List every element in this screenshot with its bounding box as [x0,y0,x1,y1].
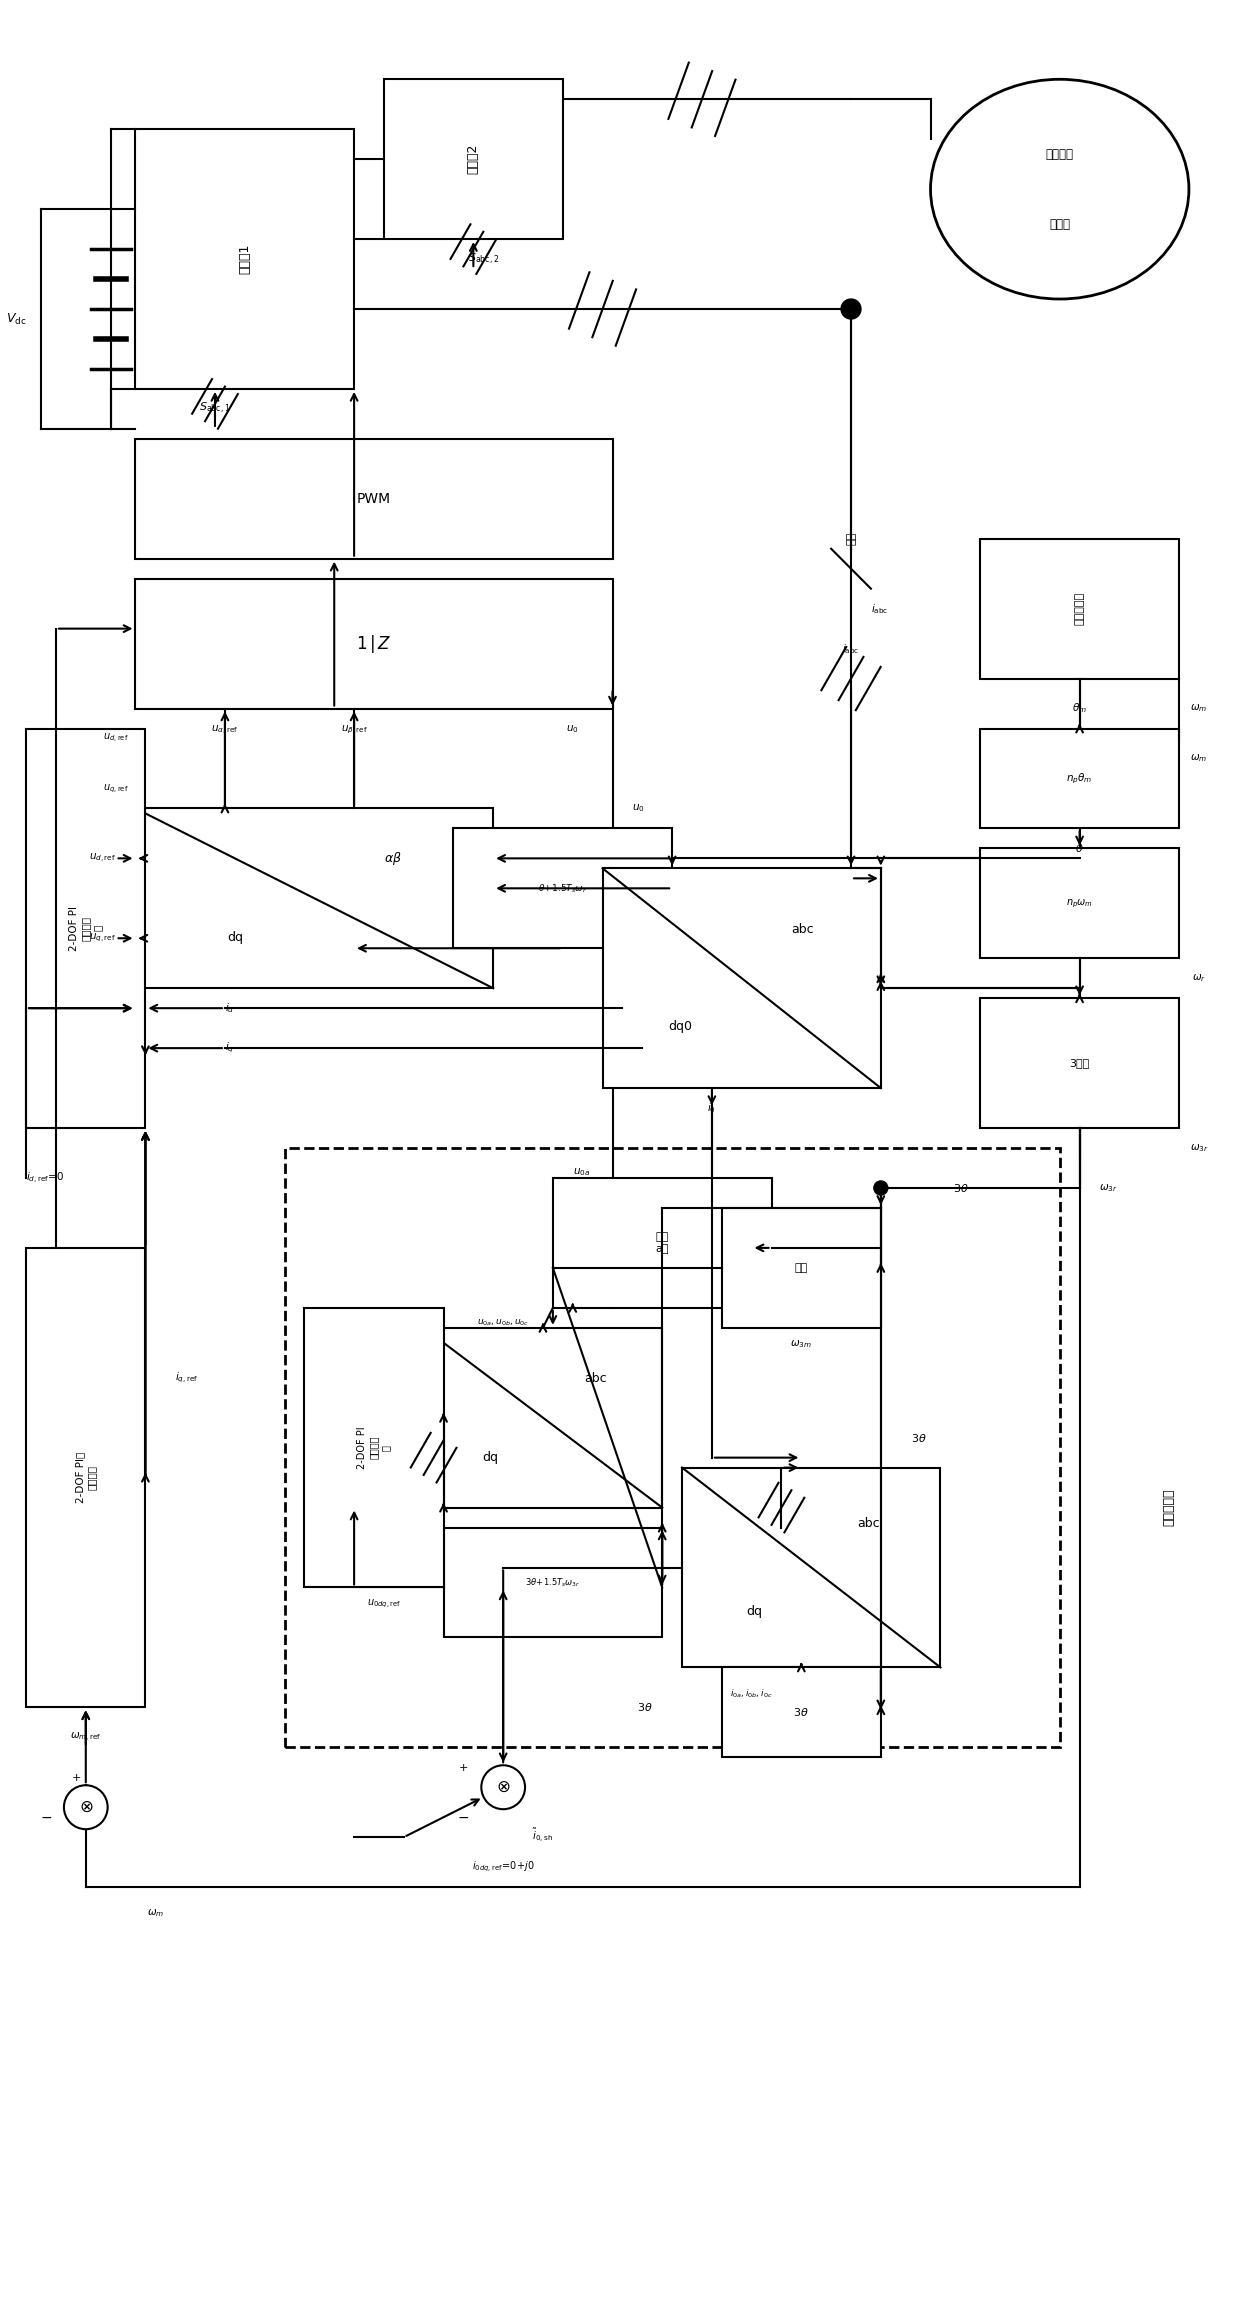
Text: 零轴控制器: 零轴控制器 [1163,1489,1176,1526]
Text: $u_{\alpha,\mathrm{ref}}$: $u_{\alpha,\mathrm{ref}}$ [211,722,238,736]
Text: $i_0$: $i_0$ [707,1101,717,1115]
Text: abc: abc [791,923,815,937]
Bar [135,129,355,390]
Text: $u_{0a},u_{0b},u_{0c}$: $u_{0a},u_{0b},u_{0c}$ [477,1318,529,1327]
Text: abc: abc [584,1371,606,1385]
Text: $u_{q,\mathrm{ref}}$: $u_{q,\mathrm{ref}}$ [103,782,129,794]
Bar [980,729,1179,829]
Text: $i_d$: $i_d$ [224,1002,234,1016]
Text: $3\theta$: $3\theta$ [910,1431,926,1445]
Text: 变流器1: 变流器1 [238,245,252,275]
Text: 采样: 采样 [846,533,856,545]
Text: $u_{\beta,\mathrm{ref}}$: $u_{\beta,\mathrm{ref}}$ [341,722,367,736]
Text: dq: dq [482,1452,498,1463]
Text: 滤波: 滤波 [795,1262,808,1274]
Text: $u_{0dq,\mathrm{ref}}$: $u_{0dq,\mathrm{ref}}$ [367,1597,401,1611]
Text: dq0: dq0 [668,1020,692,1034]
Text: $u_{d,\mathrm{ref}}$: $u_{d,\mathrm{ref}}$ [103,732,129,745]
Text: $1\,|\,Z$: $1\,|\,Z$ [356,632,392,655]
Text: 开绕组永: 开绕组永 [1045,148,1074,162]
Text: $+$: $+$ [459,1761,469,1773]
Text: $u_{d,\mathrm{ref}}$: $u_{d,\mathrm{ref}}$ [88,852,115,866]
Text: $i_{d,\mathrm{ref}}\!=\!0$: $i_{d,\mathrm{ref}}\!=\!0$ [26,1170,64,1186]
Text: 2-DOF PI
零轴控制
器: 2-DOF PI 零轴控制 器 [357,1426,391,1468]
Text: $3\theta$: $3\theta$ [636,1701,652,1713]
Text: $i_{\mathrm{abc}}$: $i_{\mathrm{abc}}$ [870,602,888,616]
Circle shape [874,1182,888,1196]
Circle shape [481,1766,525,1809]
Text: $\omega_{m,\mathrm{ref}}$: $\omega_{m,\mathrm{ref}}$ [69,1731,102,1745]
Bar [722,1666,880,1756]
Text: PWM: PWM [357,492,391,505]
Text: $\alpha\beta$: $\alpha\beta$ [384,849,402,868]
Text: $\omega_{3r}$: $\omega_{3r}$ [1189,1142,1208,1154]
Bar [135,808,494,988]
Bar [682,1468,940,1666]
Bar [980,997,1179,1129]
Text: $n_p\theta_m$: $n_p\theta_m$ [1066,771,1092,785]
Circle shape [64,1786,108,1830]
Text: $\otimes$: $\otimes$ [78,1798,93,1816]
Bar [135,579,613,709]
Text: abc: abc [857,1516,879,1530]
Bar [722,1207,880,1327]
Text: $3\theta$: $3\theta$ [952,1182,968,1193]
Bar [135,439,613,559]
Text: $\otimes$: $\otimes$ [496,1777,511,1796]
Bar [444,1528,662,1636]
Text: $i_{q,\mathrm{ref}}$: $i_{q,\mathrm{ref}}$ [175,1371,198,1385]
Text: 速度传感器: 速度传感器 [1075,593,1085,625]
Bar [454,829,672,949]
Bar [26,1249,145,1708]
Text: $\theta_m$: $\theta_m$ [1073,702,1087,715]
Text: 磁电机: 磁电机 [1049,217,1070,231]
Text: $S_{\mathrm{abc},2}$: $S_{\mathrm{abc},2}$ [467,252,498,268]
Text: $-$: $-$ [40,1809,52,1823]
Text: $V_{\mathrm{dc}}$: $V_{\mathrm{dc}}$ [6,312,26,325]
Text: $\theta\!+\!1.5T_s\omega_r$: $\theta\!+\!1.5T_s\omega_r$ [538,882,588,896]
Text: $i_q$: $i_q$ [224,1041,234,1055]
Bar [980,538,1179,679]
Text: $3\theta$: $3\theta$ [794,1706,810,1719]
Bar [553,1177,771,1309]
Text: $\theta$: $\theta$ [1075,842,1084,854]
Text: $\omega_m$: $\omega_m$ [1190,752,1208,764]
Circle shape [841,300,861,319]
Text: 3倍频: 3倍频 [1069,1057,1090,1069]
Text: 2-DOF PI速
度控制器: 2-DOF PI速 度控制器 [74,1452,97,1503]
Text: $3\theta\!+\!1.5T_s\omega_{3r}$: $3\theta\!+\!1.5T_s\omega_{3r}$ [526,1576,580,1588]
Text: dq: dq [228,932,243,944]
Text: 变流器2: 变流器2 [467,143,480,175]
Text: $i_{0dq,\mathrm{ref}}\!=\!0\!+\!j0$: $i_{0dq,\mathrm{ref}}\!=\!0\!+\!j0$ [471,1860,534,1874]
Ellipse shape [930,78,1189,300]
Text: $-$: $-$ [458,1809,470,1823]
Text: $u_{0a}$: $u_{0a}$ [573,1166,590,1177]
Text: $\omega_{3m}$: $\omega_{3m}$ [790,1339,812,1350]
Text: 2-DOF PI
电流控制
器: 2-DOF PI 电流控制 器 [69,905,103,951]
Text: $\tilde{i}_{0,\mathrm{sh}}$: $\tilde{i}_{0,\mathrm{sh}}$ [532,1828,553,1846]
Text: $u_{q,\mathrm{ref}}$: $u_{q,\mathrm{ref}}$ [88,932,115,944]
Text: $u_0$: $u_0$ [567,722,579,736]
Text: $i_{\mathrm{abc}}$: $i_{\mathrm{abc}}$ [842,642,859,655]
Bar [26,729,145,1129]
Text: $\omega_r$: $\omega_r$ [1192,972,1205,983]
Bar [424,1327,662,1507]
Bar [284,1147,1060,1747]
Text: $+$: $+$ [71,1773,81,1782]
Text: $n_p\omega_m$: $n_p\omega_m$ [1066,898,1094,909]
Bar [305,1309,444,1588]
Text: $\omega_{3r}$: $\omega_{3r}$ [1100,1182,1118,1193]
Text: $\omega_m$: $\omega_m$ [1190,702,1208,715]
Text: $\omega_m$: $\omega_m$ [146,1906,164,1918]
Bar [603,868,880,1087]
Text: $S_{\mathrm{abc},1}$: $S_{\mathrm{abc},1}$ [200,402,231,415]
Text: $i_{0a},i_{0b},i_{0c}$: $i_{0a},i_{0b},i_{0c}$ [730,1687,773,1701]
Text: $u_0$: $u_0$ [632,803,645,815]
Bar [980,849,1179,958]
Bar [384,78,563,240]
Text: 选择
a相: 选择 a相 [656,1232,668,1253]
Text: dq: dq [746,1604,763,1618]
